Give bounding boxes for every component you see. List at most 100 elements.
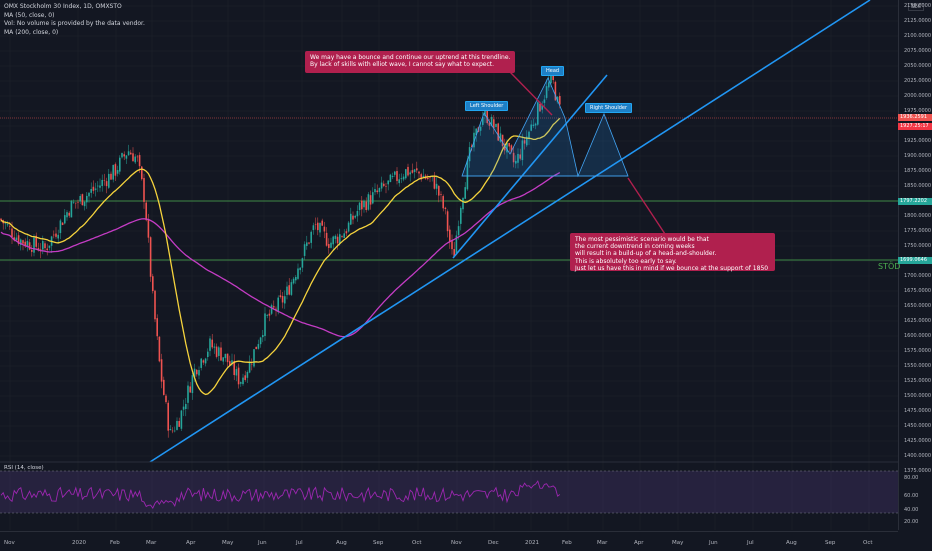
- candle-body: [389, 174, 392, 183]
- legend-volume[interactable]: Vol: No volume is provided by the data v…: [4, 20, 145, 28]
- trendline-long[interactable]: [149, 0, 871, 463]
- candle-body: [464, 187, 466, 199]
- candle-body: [119, 157, 121, 172]
- legend-ma50[interactable]: MA (50, close, 0): [4, 11, 55, 19]
- candle-body: [165, 395, 167, 403]
- price-tick: 1800.0000: [904, 213, 932, 219]
- candle-body: [497, 123, 499, 141]
- candle-body: [94, 188, 97, 190]
- candle-body: [545, 86, 548, 98]
- candle-body: [409, 172, 411, 175]
- candle-body: [268, 313, 271, 316]
- candle-body: [519, 154, 521, 159]
- candle-body: [462, 198, 464, 210]
- candle-body: [83, 201, 86, 207]
- candle-body: [55, 233, 57, 237]
- callout-top[interactable]: We may have a bounce and continue our up…: [305, 51, 515, 73]
- candle-body: [226, 353, 229, 363]
- candle-body: [429, 176, 431, 178]
- candle-body: [512, 152, 515, 163]
- time-tick: Mar: [146, 540, 157, 546]
- candle-body: [365, 201, 367, 211]
- time-tick: Feb: [110, 540, 120, 546]
- rsi-legend[interactable]: RSI (14, close): [4, 465, 44, 471]
- candle-body: [224, 353, 227, 359]
- candle-body: [17, 235, 20, 245]
- time-tick: May: [222, 540, 234, 546]
- candle-body: [528, 131, 530, 140]
- candle-body: [145, 202, 147, 221]
- candle-body: [46, 248, 48, 251]
- price-tick: 1850.0000: [904, 183, 932, 189]
- candle-body: [314, 224, 317, 225]
- candle-body: [262, 335, 264, 338]
- candle-body: [9, 225, 11, 227]
- candle-body: [416, 168, 418, 171]
- candle-body: [121, 153, 123, 158]
- candle-body: [200, 358, 202, 368]
- candle-body: [352, 215, 354, 220]
- right-shoulder-label[interactable]: Right Shoulder: [585, 103, 633, 113]
- price-tick: 1925.0000: [904, 138, 932, 144]
- time-axis[interactable]: Nov 2020 Feb Mar Apr May Jun Jul Aug Sep Oct Nov Dec…: [0, 531, 898, 551]
- candles: [0, 67, 561, 438]
- candle-body: [297, 268, 299, 279]
- head-label[interactable]: Head: [541, 66, 565, 76]
- currency-badge[interactable]: SEK: [908, 3, 924, 11]
- candle-body: [517, 153, 519, 163]
- candle-body: [284, 296, 286, 304]
- time-tick: Feb: [562, 540, 572, 546]
- candle-body: [539, 103, 541, 112]
- candle-body: [466, 160, 469, 190]
- candle-body: [90, 189, 92, 193]
- candle-body: [178, 421, 180, 427]
- price-axis[interactable]: 2150.0000 2125.0000 2100.0000 2075.0000 2050…: [898, 0, 932, 530]
- candle-body: [68, 212, 70, 216]
- candle-body: [559, 96, 561, 105]
- callout-bottom-line-1: The most pessimistic scenario would be t…: [575, 236, 709, 243]
- candle-body: [158, 336, 161, 362]
- trendline-steep[interactable]: [452, 74, 608, 259]
- price-tag: 1927.25:17: [898, 123, 932, 130]
- price-tick: 1625.0000: [904, 318, 932, 324]
- candle-body: [72, 202, 75, 204]
- candle-body: [330, 242, 332, 248]
- candle-body: [530, 124, 532, 131]
- candle-body: [147, 219, 150, 238]
- callout-bottom-line-4: This is absolutely too early to say.: [575, 257, 677, 265]
- candle-body: [394, 171, 396, 175]
- candle-body: [220, 347, 222, 361]
- left-shoulder-label[interactable]: Left Shoulder: [465, 101, 509, 111]
- candle-body: [59, 220, 62, 234]
- candle-body: [374, 189, 376, 193]
- candle-body: [110, 173, 112, 180]
- time-tick: 2020: [72, 540, 86, 546]
- candle-body: [523, 140, 526, 144]
- candle-body: [66, 212, 68, 218]
- candle-body: [442, 196, 444, 209]
- candle-body: [163, 379, 165, 395]
- candle-body: [79, 196, 81, 202]
- time-tick: Apr: [634, 540, 644, 546]
- price-tick: 1650.0000: [904, 303, 932, 309]
- ma200-line: [0, 172, 561, 338]
- candle-body: [295, 276, 297, 281]
- candle-body: [259, 337, 262, 345]
- candle-body: [13, 237, 15, 241]
- legend-ma200[interactable]: MA (200, close, 0): [4, 28, 59, 36]
- head-and-shoulders-pattern[interactable]: [461, 77, 629, 178]
- rsi-tick: 20.00: [904, 519, 919, 525]
- candle-body: [255, 346, 257, 350]
- candle-body: [383, 183, 385, 186]
- candle-body: [341, 236, 343, 237]
- candle-body: [548, 82, 550, 88]
- candle-body: [457, 226, 460, 236]
- candle-body: [171, 430, 174, 432]
- candle-body: [451, 240, 453, 250]
- callout-bottom[interactable]: The most pessimistic scenario would be t…: [570, 233, 775, 272]
- candle-body: [105, 181, 108, 187]
- candle-body: [233, 360, 235, 376]
- candle-body: [185, 404, 187, 410]
- candle-body: [156, 318, 158, 337]
